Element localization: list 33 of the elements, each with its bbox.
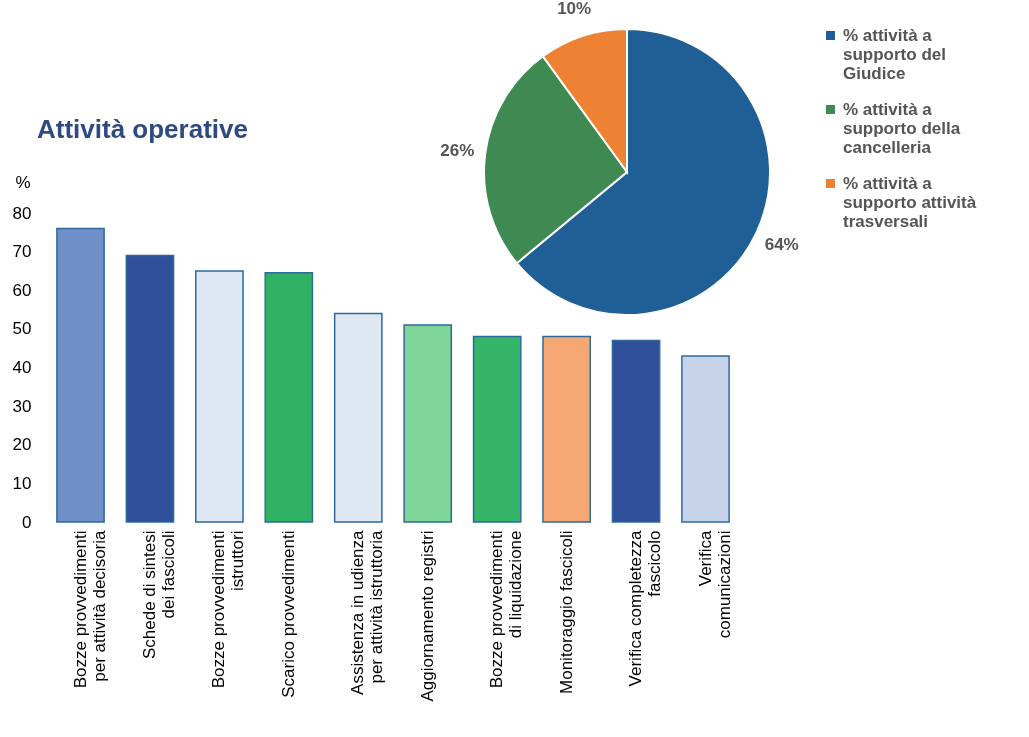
x-tick-label: Aggiornamento registri	[417, 530, 437, 702]
x-tick-label: Bozze provvedimenti di liquidazione	[487, 530, 526, 689]
bar	[611, 339, 661, 523]
bar	[403, 324, 453, 523]
bar	[56, 227, 105, 523]
bar	[681, 355, 730, 523]
y-tick-label: 0	[22, 512, 32, 532]
y-tick-label: 10	[12, 473, 32, 493]
bar	[333, 312, 383, 523]
bar	[195, 270, 244, 523]
y-tick-label: 80	[12, 203, 32, 223]
y-tick-label: 50	[12, 319, 32, 339]
bar	[472, 335, 522, 523]
y-tick-label: 60	[12, 280, 32, 300]
y-tick-label: 70	[12, 242, 32, 262]
legend-label: % attività a supporto del Giudice	[843, 25, 946, 83]
bar	[264, 272, 314, 523]
y-tick-label: 30	[12, 396, 32, 416]
x-tick-label: Bozze provvedimenti per attività decisoria	[70, 529, 109, 689]
chart-title: Attività operative	[37, 114, 248, 144]
y-tick-label: 40	[12, 358, 32, 377]
data-label: 10%	[557, 0, 592, 19]
x-tick-label: Scarico provvedimenti	[278, 530, 298, 698]
x-tick-label: Monitoraggio fascicoli	[556, 530, 576, 694]
data-label: 64%	[764, 234, 799, 254]
legend-label: % attività a supporto attività trasversali	[843, 173, 977, 231]
bar	[125, 254, 175, 523]
y-axis-title: %	[15, 172, 31, 192]
x-tick-label: Verifica completezza fascicolo	[626, 529, 665, 687]
legend-label: % attività a supporto della cancelleria	[843, 99, 961, 157]
data-label: 26%	[440, 140, 475, 160]
y-tick-label: 20	[12, 435, 32, 455]
bar	[542, 335, 591, 523]
